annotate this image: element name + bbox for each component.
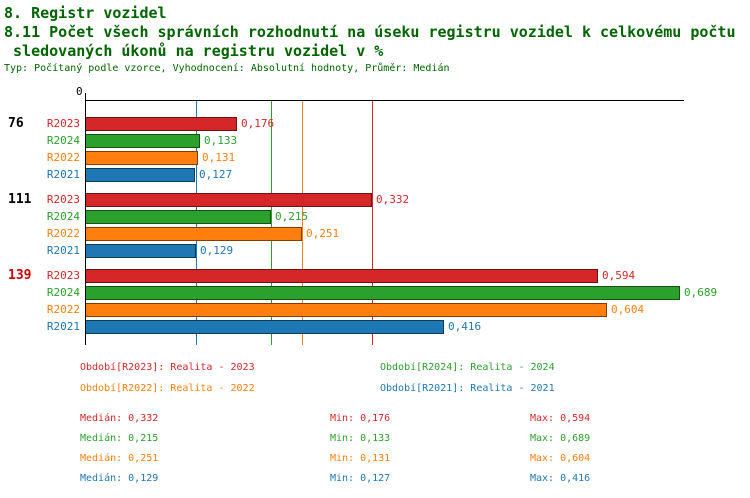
bar-row-label: R2021 <box>46 168 80 181</box>
stat-median-r2024: Medián: 0,215 <box>80 433 159 444</box>
bar-value-label: 0,176 <box>241 117 275 130</box>
bar-r2021 <box>85 168 195 182</box>
bar-row-label: R2022 <box>46 227 80 240</box>
legend-item-r2021: Období[R2021]: Realita - 2021 <box>380 383 555 394</box>
bar-r2023 <box>85 269 598 283</box>
indicator-title-line1: 8.11 Počet všech správních rozhodnutí na… <box>4 23 736 41</box>
stat-median-r2021: Medián: 0,129 <box>80 473 159 484</box>
bar-r2023 <box>85 193 372 207</box>
plot-region: 76 R2023 0,176 R2024 0,133 R2022 0,131 R2021 0,1… <box>0 100 750 345</box>
group-label: 111 <box>8 192 32 207</box>
bar-value-label: 0,594 <box>602 269 636 282</box>
bar-value-label: 0,251 <box>306 227 340 240</box>
bar-row-label: R2024 <box>46 286 80 299</box>
bar-r2022 <box>85 227 302 241</box>
bar-value-label: 0,131 <box>202 151 236 164</box>
stat-min-r2022: Min: 0,131 <box>330 453 391 464</box>
median-line-r2023 <box>372 100 373 345</box>
bar-value-label: 0,215 <box>275 210 309 223</box>
bar-r2024 <box>85 210 271 224</box>
bar-row-label: R2021 <box>46 320 80 333</box>
legend-item-r2023: Období[R2023]: Realita - 2023 <box>80 362 255 373</box>
bar-row-label: R2022 <box>46 303 80 316</box>
bar-r2024 <box>85 134 200 148</box>
bar-r2021 <box>85 320 444 334</box>
bar-row-label: R2023 <box>46 193 80 206</box>
bar-row-label: R2022 <box>46 151 80 164</box>
bar-row-label: R2023 <box>46 117 80 130</box>
bar-row-label: R2023 <box>46 269 80 282</box>
chart-meta: Typ: Počítaný podle vzorce, Vyhodnocení:… <box>4 63 450 74</box>
bar-r2023 <box>85 117 237 131</box>
stat-min-r2024: Min: 0,133 <box>330 433 391 444</box>
bar-value-label: 0,133 <box>204 134 238 147</box>
median-line-r2022 <box>302 100 303 345</box>
stat-max-r2023: Max: 0,594 <box>530 413 591 424</box>
legend: Období[R2023]: Realita - 2023 Období[R202… <box>0 362 750 402</box>
bar-value-label: 0,604 <box>611 303 645 316</box>
bar-r2022 <box>85 303 607 317</box>
legend-item-r2024: Období[R2024]: Realita - 2024 <box>380 362 555 373</box>
bar-r2021 <box>85 244 196 258</box>
stat-max-r2022: Max: 0,604 <box>530 453 591 464</box>
median-line-r2024 <box>271 100 272 345</box>
group-label: 76 <box>8 116 24 131</box>
bar-value-label: 0,127 <box>199 168 233 181</box>
bar-value-label: 0,689 <box>684 286 718 299</box>
stat-min-r2021: Min: 0,127 <box>330 473 391 484</box>
bar-row-label: R2024 <box>46 210 80 223</box>
stats-table: Medián: 0,332 Min: 0,176 Max: 0,594 Medián:… <box>0 413 750 493</box>
stat-median-r2023: Medián: 0,332 <box>80 413 159 424</box>
section-title: 8. Registr vozidel <box>4 4 167 22</box>
stat-min-r2023: Min: 0,176 <box>330 413 391 424</box>
x-axis-line <box>85 100 684 101</box>
x-axis-tick <box>85 93 86 100</box>
group-label: 139 <box>8 268 32 283</box>
stat-median-r2022: Medián: 0,251 <box>80 453 159 464</box>
bar-r2022 <box>85 151 198 165</box>
indicator-title-line2: sledovaných úkonů na registru vozidel v … <box>4 42 384 60</box>
bar-value-label: 0,129 <box>200 244 234 257</box>
stat-max-r2021: Max: 0,416 <box>530 473 591 484</box>
stat-max-r2024: Max: 0,689 <box>530 433 591 444</box>
bar-r2024 <box>85 286 680 300</box>
bar-row-label: R2021 <box>46 244 80 257</box>
legend-item-r2022: Období[R2022]: Realita - 2022 <box>80 383 255 394</box>
bar-row-label: R2024 <box>46 134 80 147</box>
y-axis-line <box>85 100 86 345</box>
bar-value-label: 0,416 <box>448 320 482 333</box>
bar-value-label: 0,332 <box>376 193 410 206</box>
x-axis-zero-label: 0 <box>76 85 83 98</box>
